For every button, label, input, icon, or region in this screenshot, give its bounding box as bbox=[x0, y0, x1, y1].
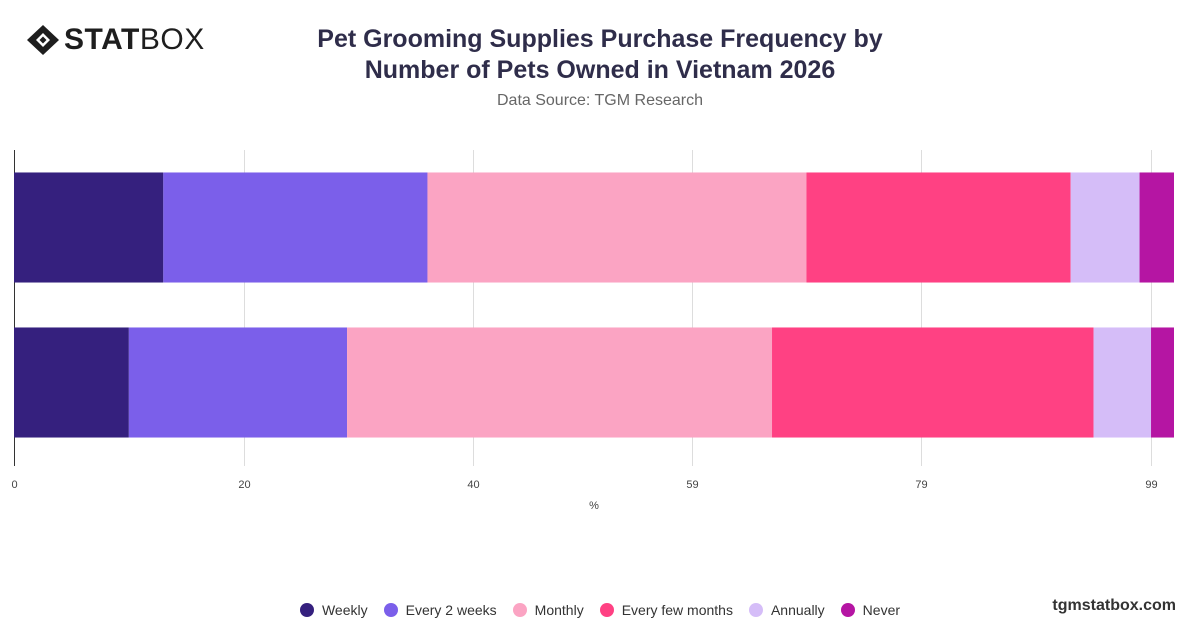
bar-segment-never[interactable] bbox=[1151, 327, 1174, 438]
legend-label: Annually bbox=[770, 602, 825, 618]
bar-segment-monthly[interactable] bbox=[347, 327, 773, 438]
chart-subtitle: Data Source: TGM Research bbox=[496, 92, 703, 109]
bar-segment-every-2-weeks[interactable] bbox=[163, 172, 428, 283]
legend-item-every-few-months[interactable]: Every few months bbox=[599, 602, 733, 618]
x-tick-label: 0 bbox=[11, 479, 17, 491]
legend-item-never[interactable]: Never bbox=[840, 602, 901, 618]
legend-item-monthly[interactable]: Monthly bbox=[512, 602, 584, 618]
legend-swatch bbox=[512, 603, 527, 617]
legend-swatch bbox=[840, 603, 855, 617]
legend-item-every-2-weeks[interactable]: Every 2 weeks bbox=[383, 602, 497, 618]
legend-swatch bbox=[748, 603, 763, 617]
x-tick-label: 59 bbox=[686, 479, 698, 491]
chart-title: Pet Grooming Supplies Purchase Frequency… bbox=[250, 24, 950, 86]
x-tick-label: 20 bbox=[238, 479, 250, 491]
bar-segment-every-few-months[interactable] bbox=[806, 172, 1071, 283]
legend-swatch bbox=[383, 603, 398, 617]
legend: Weekly Every 2 weeks Monthly Every few mont… bbox=[0, 602, 1200, 618]
x-axis-title: % bbox=[589, 500, 599, 512]
bar-segment-weekly[interactable] bbox=[14, 327, 129, 438]
statbox-logo-icon bbox=[27, 25, 59, 55]
x-tick-label: 40 bbox=[467, 479, 479, 491]
bar-segment-every-2-weeks[interactable] bbox=[128, 327, 348, 438]
logo-text: STATBOX bbox=[64, 24, 205, 56]
legend-label: Monthly bbox=[534, 602, 584, 618]
logo-text-light: BOX bbox=[139, 23, 205, 56]
legend-label: Weekly bbox=[321, 602, 368, 618]
bar-segment-annually[interactable] bbox=[1070, 172, 1140, 283]
legend-label: Every 2 weeks bbox=[405, 602, 497, 618]
bars bbox=[14, 172, 1174, 438]
footer-brand: tgmstatbox.com bbox=[1052, 597, 1176, 614]
legend-label: Never bbox=[862, 602, 901, 618]
x-axis: 0 20 40 59 79 99% bbox=[11, 479, 1157, 512]
stacked-bar-chart: 0 20 40 59 79 99% bbox=[11, 150, 1174, 512]
legend-label: Every few months bbox=[621, 602, 733, 618]
x-tick-label: 99 bbox=[1145, 479, 1157, 491]
statbox-logo: STATBOX bbox=[26, 24, 205, 56]
chart-title-line1: Pet Grooming Supplies Purchase Frequency… bbox=[317, 25, 883, 53]
bar-segment-weekly[interactable] bbox=[14, 172, 164, 283]
legend-item-annually[interactable]: Annually bbox=[748, 602, 825, 618]
legend-item-weekly[interactable]: Weekly bbox=[299, 602, 368, 618]
bar-segment-never[interactable] bbox=[1139, 172, 1174, 283]
chart-title-line2: Number of Pets Owned in Vietnam 2026 bbox=[364, 56, 836, 84]
logo-text-bold: STAT bbox=[64, 23, 140, 56]
bar-segment-monthly[interactable] bbox=[427, 172, 807, 283]
legend-swatch bbox=[599, 603, 614, 617]
legend-swatch bbox=[299, 603, 314, 617]
bar-segment-every-few-months[interactable] bbox=[772, 327, 1094, 438]
bar-segment-annually[interactable] bbox=[1093, 327, 1152, 438]
x-tick-label: 79 bbox=[915, 479, 927, 491]
